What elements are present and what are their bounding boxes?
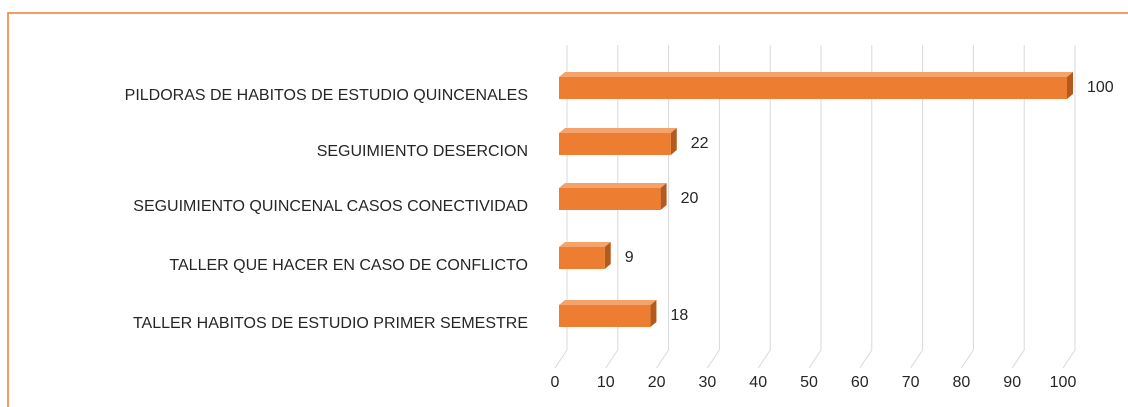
bar-top [559,72,1073,77]
grid-line [808,45,822,369]
data-label: 100 [1087,79,1114,96]
grid-line [706,45,720,369]
bar-top [559,242,611,247]
bar [559,247,605,269]
grid-line [859,45,873,369]
bar [559,133,671,155]
bar [559,188,661,210]
bar-side [650,300,657,327]
x-tick-label: 100 [1050,374,1077,391]
bar-top [559,128,677,133]
bar [559,305,651,327]
bar-side [604,242,611,269]
x-tick-label: 10 [597,374,615,391]
bar-side [670,128,677,155]
grid-line [1062,45,1076,369]
bar-top [559,300,657,305]
bar-top [559,183,667,188]
data-label: 18 [670,307,688,324]
y-tick-label: PILDORAS DE HABITOS DE ESTUDIO QUINCENAL… [125,87,528,104]
x-tick-label: 40 [749,374,767,391]
x-tick-label: 20 [648,374,666,391]
x-tick-label: 30 [699,374,717,391]
bar-side [1067,72,1073,99]
y-tick-label: TALLER QUE HACER EN CASO DE CONFLICTO [169,257,528,274]
bar-side [660,183,667,210]
x-tick-label: 50 [800,374,818,391]
y-tick-label: TALLER HABITOS DE ESTUDIO PRIMER SEMESTR… [133,315,528,332]
grid-line [910,45,924,369]
data-label: 9 [625,249,634,266]
grid-line [960,45,974,369]
y-tick-label: SEGUIMIENTO QUINCENAL CASOS CONECTIVIDAD [133,198,528,215]
y-tick-label: SEGUIMIENTO DESERCION [317,143,528,160]
grid-line [1011,45,1025,369]
x-tick-label: 90 [1003,374,1021,391]
data-label: 20 [681,190,699,207]
data-label: 22 [691,135,709,152]
x-tick-label: 80 [953,374,971,391]
x-tick-label: 70 [902,374,920,391]
plot: 0 10 20 30 40 50 60 70 80 90 100 PILDORAS DE HABITO… [125,45,1114,391]
frame [7,12,1128,407]
bar [559,77,1067,99]
grid-line [757,45,771,369]
x-tick-label: 0 [551,374,560,391]
x-tick-label: 60 [851,374,869,391]
